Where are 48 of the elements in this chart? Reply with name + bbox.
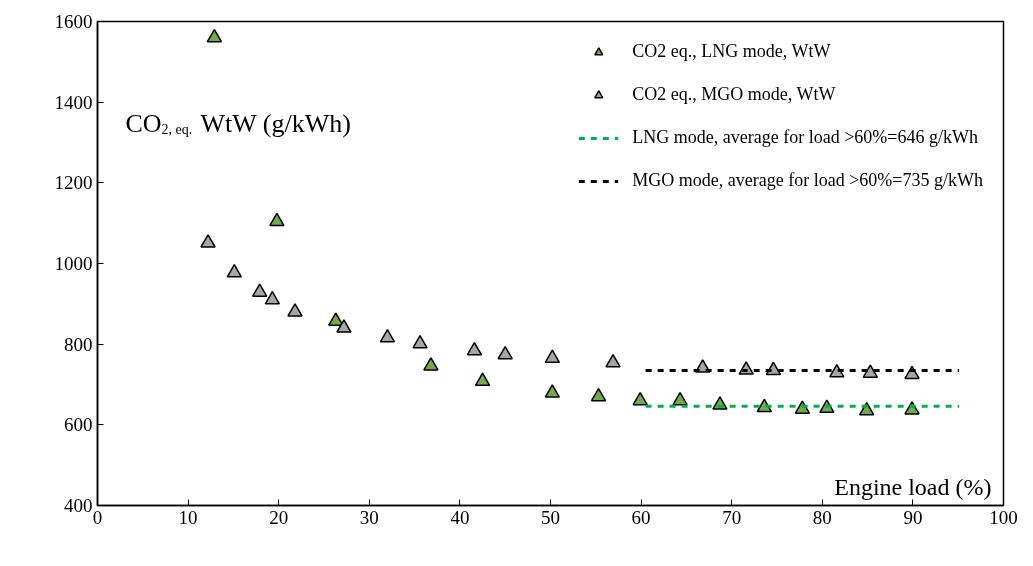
point — [829, 363, 845, 378]
point — [206, 28, 223, 43]
point — [269, 212, 285, 227]
x-tick-label: 40 — [450, 506, 470, 528]
point — [497, 345, 513, 360]
x-tick-label: 60 — [631, 506, 651, 528]
legend-label: MGO mode, average for load >60%=735 g/kWh — [632, 170, 983, 191]
point — [226, 263, 243, 278]
y-tick-label: 1000 — [54, 253, 93, 274]
point — [251, 283, 268, 297]
point — [794, 400, 811, 414]
point — [632, 391, 648, 406]
x-axis-title: Engine load (%) — [834, 473, 992, 500]
x-tick-label: 50 — [541, 506, 560, 528]
point — [672, 391, 688, 406]
y-tick-label: 1200 — [54, 172, 93, 194]
point — [862, 364, 879, 378]
point — [336, 319, 352, 333]
point — [605, 353, 621, 368]
y-tick-label: 1400 — [54, 91, 93, 113]
x-tick-label: 30 — [359, 506, 379, 528]
x-tick-label: 70 — [722, 506, 742, 528]
x-tick-label: 100 — [989, 506, 1018, 528]
x-tick-label: 80 — [812, 506, 832, 528]
point — [287, 303, 303, 317]
point — [590, 387, 607, 402]
point — [423, 357, 439, 371]
y-tick-label: 800 — [64, 333, 93, 355]
point — [412, 334, 428, 349]
y-tick-label: 400 — [64, 495, 93, 516]
point — [264, 290, 281, 305]
x-tick-label: 20 — [269, 506, 289, 528]
x-tick-label: 0 — [92, 506, 103, 528]
y-tick-label: 600 — [64, 414, 93, 436]
x-tick-label: 90 — [903, 506, 923, 528]
legend-label: CO2 eq., LNG mode, WtW — [632, 41, 831, 62]
point — [544, 349, 561, 364]
point — [474, 372, 491, 387]
y-tick-label: 1600 — [54, 11, 93, 32]
point — [544, 384, 561, 398]
legend-label: CO2 eq., MGO mode, WtW — [632, 84, 836, 105]
point — [466, 341, 483, 356]
x-tick-label: 10 — [178, 506, 198, 528]
point — [200, 234, 216, 248]
y-axis-title: CO2, eq. WtW (g/kWh) — [125, 109, 351, 138]
point — [379, 328, 396, 343]
point — [328, 312, 344, 326]
legend-label: LNG mode, average for load >60%=646 g/kWh — [632, 127, 978, 148]
